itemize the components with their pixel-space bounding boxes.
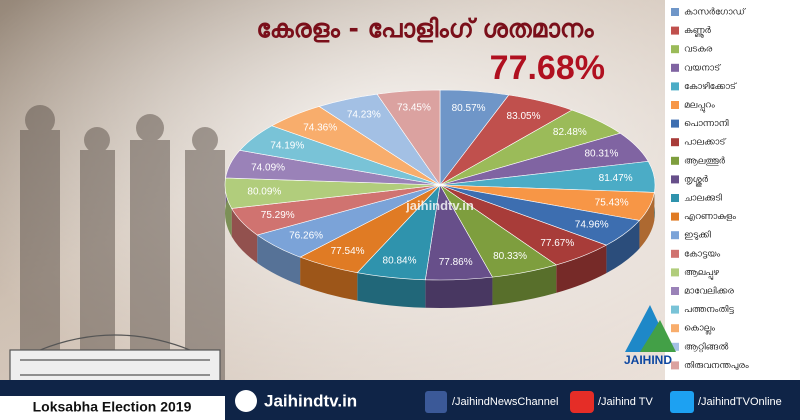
slice-side (231, 208, 258, 263)
legend-swatch (671, 249, 679, 258)
legend-label: കോഴിക്കോട് (684, 81, 737, 92)
logo-text: JAIHIND (624, 353, 672, 367)
legend-swatch (671, 82, 679, 91)
legend-label: കോട്ടയം (684, 249, 720, 259)
legend-label: പൊന്നാനി (684, 118, 729, 129)
value-label: 74.09% (251, 162, 285, 173)
legend-label: ചാലക്കുടി (684, 193, 722, 204)
legend-label: എറണാകുളം (684, 212, 736, 222)
value-label: 75.43% (595, 197, 629, 208)
legend-swatch (671, 101, 679, 109)
site[interactable]: Jaihindtv.in (264, 391, 357, 410)
legend-label: മാവേലിക്കര (684, 286, 734, 297)
legend-swatch (671, 175, 679, 184)
value-label: 80.09% (247, 186, 281, 197)
legend-label: വയനാട് (684, 62, 721, 73)
value-label: 76.26% (289, 230, 323, 241)
legend-label: തിരുവനന്തപുരം (684, 360, 749, 371)
legend-swatch (671, 305, 679, 314)
value-label: 75.29% (261, 210, 295, 221)
slice-side (556, 245, 607, 293)
value-label: 74.96% (575, 219, 609, 230)
legend-swatch (671, 119, 679, 128)
slice-side (224, 177, 232, 237)
facebook-icon (425, 391, 447, 413)
twitter-icon (670, 391, 694, 413)
legend-label: കണ്ണൂർ (684, 26, 712, 38)
badge: Loksabha Election 2019 (33, 399, 192, 415)
value-label: 80.33% (493, 251, 527, 262)
value-label: 77.67% (540, 238, 574, 249)
legend-swatch (671, 342, 679, 351)
legend-swatch (671, 212, 679, 221)
title: കേരളം - പോളിംഗ് ശതമാനം (256, 14, 594, 43)
value-label: 80.31% (584, 148, 618, 159)
value-label: 82.48% (553, 127, 587, 138)
value-label: 81.47% (599, 173, 633, 184)
legend-swatch (671, 138, 679, 147)
slice-side (425, 277, 493, 308)
legend-swatch (671, 194, 679, 202)
facebook[interactable]: /JaihindNewsChannel (452, 396, 558, 408)
slice-side (492, 264, 557, 306)
legend-swatch (671, 156, 679, 165)
legend-label: കൊല്ലം (684, 324, 715, 334)
value-label: 74.23% (347, 109, 381, 120)
value-label: 77.54% (331, 246, 365, 257)
legend-label: ആലപ്പുഴ (684, 268, 719, 280)
watermark: jaihindtv.in (405, 198, 474, 213)
legend-panel (665, 0, 800, 380)
value-label: 83.05% (507, 111, 541, 122)
legend-label: കാസർഗോഡ് (684, 7, 746, 18)
value-label: 73.45% (397, 103, 431, 114)
slice-side (606, 220, 640, 274)
legend-swatch (671, 26, 679, 35)
legend-label: തൃശ്ശൂർ (684, 175, 709, 186)
slice-side (257, 234, 301, 286)
legend-swatch (671, 45, 679, 54)
legend-label: ഇടുക്കി (684, 230, 711, 241)
value-label: 80.57% (452, 103, 486, 114)
legend-label: ആലത്തൂർ (684, 156, 726, 166)
legend-swatch (671, 8, 679, 16)
legend-swatch (671, 63, 679, 72)
youtube[interactable]: /Jaihind TV (598, 396, 653, 408)
legend-swatch (671, 268, 679, 277)
legend-label: പത്തനംതിട്ട (684, 304, 734, 315)
overall-percent: 77.68% (490, 49, 605, 87)
crowd (20, 105, 225, 380)
slice-side (357, 272, 426, 308)
legend-swatch (671, 231, 679, 240)
logo: JAIHIND (624, 305, 676, 367)
value-label: 80.84% (383, 255, 417, 266)
slice-side (300, 257, 358, 301)
value-label: 77.86% (439, 257, 473, 268)
legend-label: വടകര (684, 45, 713, 55)
legend-label: പാലക്കാട് (684, 137, 727, 148)
globe-icon (235, 390, 257, 412)
legend-label: മലപ്പുറം (684, 101, 715, 113)
legend-swatch (671, 287, 679, 295)
slice (376, 89, 441, 186)
legend-label: ആറ്റിങ്ങൽ (684, 341, 729, 352)
youtube-icon (570, 391, 594, 413)
legend-swatch (671, 324, 679, 333)
value-label: 74.19% (270, 141, 304, 152)
legend: കാസർഗോഡ് കണ്ണൂർ വടകര വയനാട് കോഴിക്കോട് മലപ്പു… (671, 7, 749, 371)
badge-bg (0, 396, 225, 420)
legend-swatch (671, 361, 679, 370)
pie: 80.57% 83.05% 82.48% 80.31% 81.47% 75.43% 74.9… (224, 89, 656, 308)
twitter[interactable]: /JaihindTVOnline (698, 396, 782, 408)
slice-side (639, 192, 655, 249)
value-label: 74.36% (303, 122, 337, 133)
